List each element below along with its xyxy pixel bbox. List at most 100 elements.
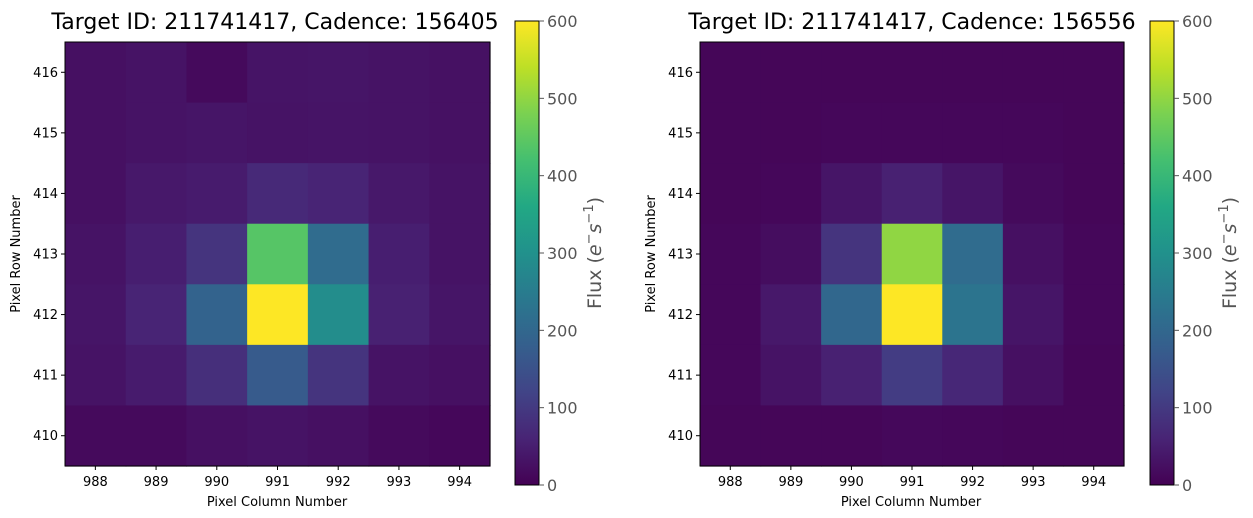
heatmap-cell (942, 102, 1004, 164)
heatmap-cell (186, 223, 248, 285)
heatmap-cell (1002, 405, 1065, 467)
heatmap-cell (942, 344, 1004, 407)
y-tick-label: 412 (33, 308, 58, 323)
heatmap-cell (186, 102, 248, 164)
x-axis-ticks: 988 989 990 991 992 993 994 (83, 466, 472, 490)
heatmap-cell (881, 344, 943, 407)
heatmap-cell (700, 42, 762, 104)
colorbar: 0 100 200 300 400 500 600 Flux (e−s−1) (514, 12, 606, 495)
heatmap-cell (65, 344, 127, 407)
heatmap-cell (65, 42, 127, 104)
heatmap-cell (429, 42, 491, 104)
heatmap-cell (65, 102, 127, 164)
heatmap-cell (1002, 42, 1065, 104)
colorbar-tick-label: 300 (1182, 244, 1213, 263)
heatmap-cell (429, 223, 491, 285)
heatmap-cell (1063, 223, 1125, 285)
x-tick-label: 992 (960, 475, 985, 490)
heatmap-cell (125, 284, 188, 346)
y-axis-label: Pixel Row Number (9, 195, 24, 313)
colorbar-tick-label: 400 (1182, 167, 1213, 186)
y-tick-label: 410 (668, 429, 693, 444)
y-axis-label: Pixel Row Number (644, 195, 659, 313)
heatmap-cell (65, 163, 127, 225)
heatmap-cell (881, 42, 943, 104)
heatmap-cell (1002, 284, 1065, 346)
heatmap-cell (368, 223, 430, 285)
heatmap-cell (821, 102, 883, 164)
colorbar-ticks: 0 100 200 300 400 500 600 (539, 12, 578, 495)
heatmap-cell (942, 163, 1004, 225)
heatmap-cell (760, 223, 822, 285)
colorbar-tick-label: 600 (1182, 12, 1213, 31)
heatmap-cell (368, 42, 430, 104)
heatmap-cell (247, 344, 309, 407)
heatmap-cell (125, 223, 188, 285)
heatmap-cells (65, 42, 491, 467)
heatmap-cell (700, 163, 762, 225)
heatmap-cell (247, 163, 309, 225)
x-tick-label: 989 (778, 475, 803, 490)
x-tick-label: 993 (1021, 475, 1046, 490)
colorbar-label: Flux (e−s−1) (1217, 197, 1241, 309)
heatmap-cell (1063, 163, 1125, 225)
heatmap-cell (368, 405, 430, 467)
y-tick-label: 414 (668, 187, 693, 202)
y-tick-label: 413 (668, 248, 693, 263)
heatmap-cell (881, 284, 943, 346)
heatmap-cell (125, 102, 188, 164)
chart-title: Target ID: 211741417, Cadence: 156556 (687, 10, 1135, 35)
colorbar-tick-label: 100 (1182, 399, 1213, 418)
heatmap-cell (307, 284, 370, 346)
heatmap-cell (700, 344, 762, 407)
heatmap-cell (760, 344, 822, 407)
heatmap-cell (700, 284, 762, 346)
heatmap-cell (368, 102, 430, 164)
heatmap-cell (65, 405, 127, 467)
x-tick-label: 990 (839, 475, 864, 490)
y-tick-label: 413 (33, 248, 58, 263)
heatmap-cell (429, 102, 491, 164)
heatmap-cell (1002, 102, 1065, 164)
heatmap-cell (65, 223, 127, 285)
chart-title: Target ID: 211741417, Cadence: 156405 (50, 10, 498, 35)
heatmap-cell (760, 102, 822, 164)
heatmap-cell (821, 163, 883, 225)
heatmap-cell (247, 223, 309, 285)
heatmap-cell (429, 284, 491, 346)
heatmap-cell (307, 42, 370, 104)
heatmap-cell (247, 284, 309, 346)
colorbar-gradient (514, 20, 540, 486)
heatmap-cell (307, 223, 370, 285)
heatmap-cell (368, 344, 430, 407)
colorbar-tick-label: 600 (547, 12, 578, 31)
heatmap-cell (821, 344, 883, 407)
colorbar-tick-label: 0 (1182, 476, 1192, 495)
heatmap-cell (760, 405, 822, 467)
heatmap-cell (821, 405, 883, 467)
heatmap-cell (125, 163, 188, 225)
colorbar-label: Flux (e−s−1) (582, 197, 606, 309)
x-tick-label: 994 (447, 475, 472, 490)
colorbar-gradient (1149, 20, 1175, 486)
heatmap-cell (125, 42, 188, 104)
heatmap-cell (429, 405, 491, 467)
y-tick-label: 415 (668, 126, 693, 141)
heatmap-cell (1063, 344, 1125, 407)
heatmap-cell (186, 284, 248, 346)
x-axis-ticks: 988 989 990 991 992 993 994 (718, 466, 1106, 490)
y-tick-label: 412 (668, 308, 693, 323)
heatmap-cell (1063, 284, 1125, 346)
y-axis-ticks: 416 415 414 413 412 411 410 (668, 66, 700, 444)
heatmap-cell (700, 223, 762, 285)
heatmap-cell (1002, 344, 1065, 407)
colorbar: 0 100 200 300 400 500 600 Flux (e−s−1) (1149, 12, 1241, 495)
colorbar-tick-label: 200 (1182, 321, 1213, 340)
heatmap-cell (1063, 102, 1125, 164)
heatmap-cell (942, 42, 1004, 104)
y-tick-label: 416 (33, 66, 58, 81)
heatmap-panel-2: Target ID: 211741417, Cadence: 156556 98… (644, 10, 1241, 510)
x-tick-label: 991 (265, 475, 290, 490)
colorbar-ticks: 0 100 200 300 400 500 600 (1174, 12, 1213, 495)
